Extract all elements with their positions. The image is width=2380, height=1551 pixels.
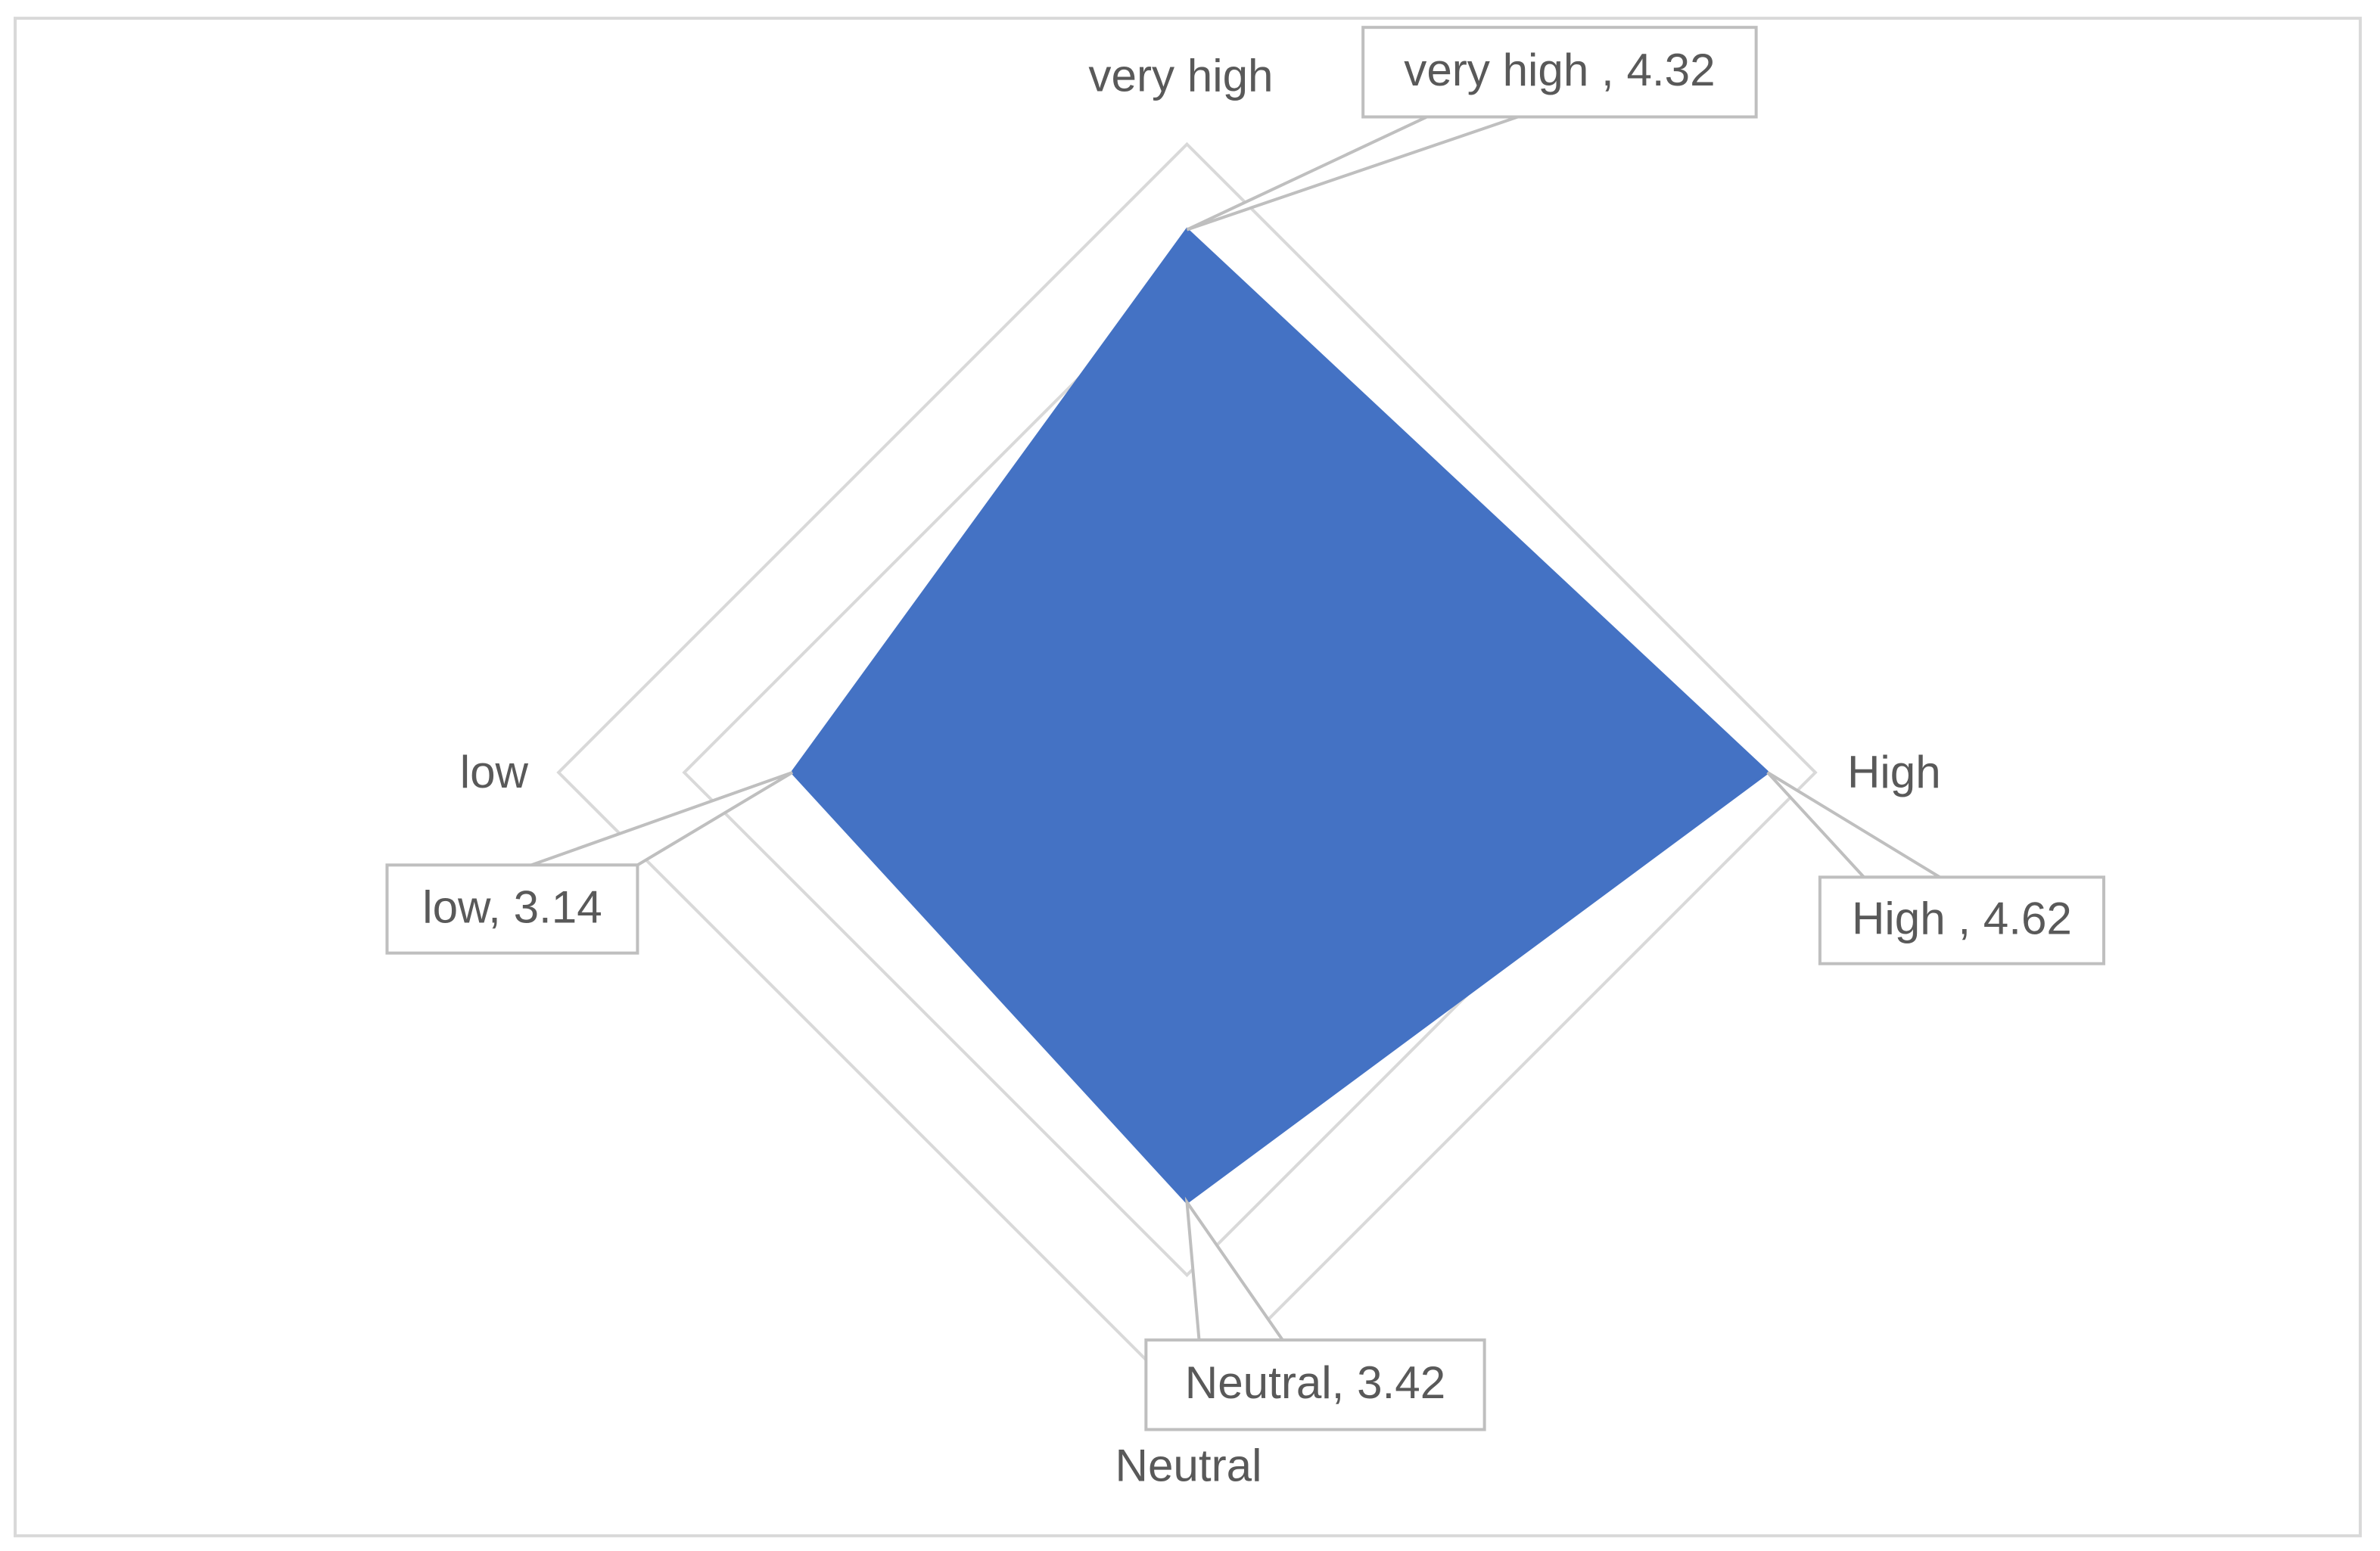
data-label: very high , 4.32 bbox=[1404, 45, 1715, 95]
category-label: very high bbox=[1088, 50, 1273, 101]
data-label: low, 3.14 bbox=[422, 881, 602, 932]
data-label: Neutral, 3.42 bbox=[1185, 1357, 1445, 1408]
callout-box bbox=[385, 863, 639, 955]
category-label: Neutral bbox=[1115, 1441, 1262, 1491]
category-label: High bbox=[1847, 747, 1941, 797]
callout-box bbox=[1361, 26, 1758, 119]
data-label: High , 4.62 bbox=[1852, 893, 2072, 943]
category-label: low bbox=[460, 747, 529, 797]
callout-box bbox=[1144, 1338, 1486, 1431]
callout-box bbox=[1818, 875, 2105, 965]
